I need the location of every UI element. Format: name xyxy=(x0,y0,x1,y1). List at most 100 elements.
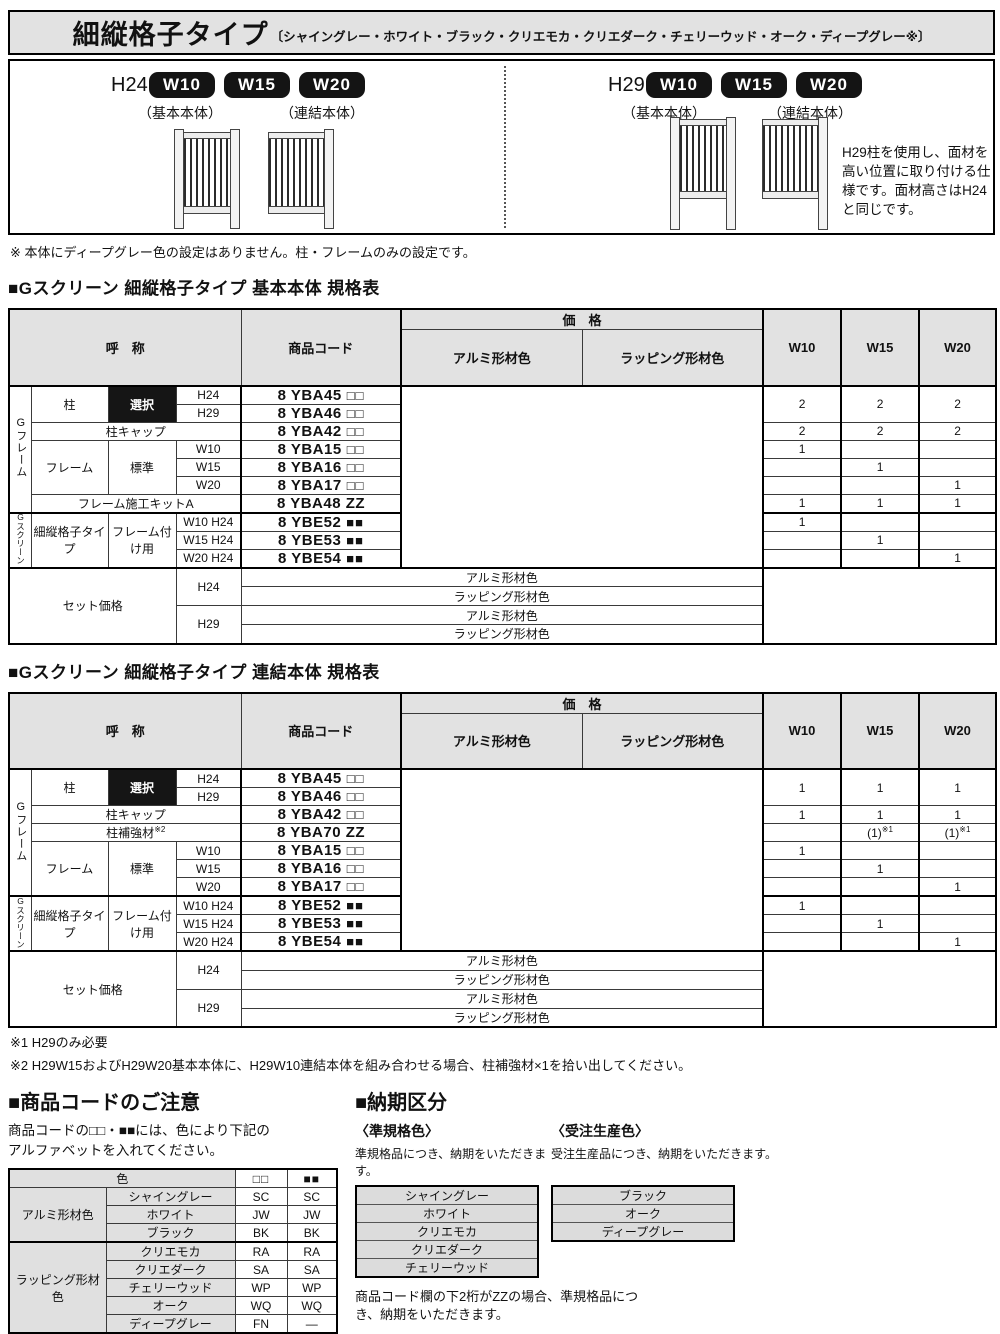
h24-w15-badge: W15 xyxy=(224,72,290,98)
cell-type: フレーム付け用 xyxy=(107,895,177,952)
group-label-gscreen: Gスクリーン xyxy=(8,511,32,568)
cell-code: 8 YBE52 ■■ xyxy=(240,511,402,532)
catalog-page: 細縦格子タイプ 〔シャイングレー・ホワイト・ブラック・クリエモカ・クリエダーク・… xyxy=(8,10,998,1334)
col-header-alumi: アルミ形材色 xyxy=(400,712,583,770)
cell-code: 8 YBE52 ■■ xyxy=(240,895,402,915)
linked-unit-spec-table: 呼 称 商品コード 価 格 W10 W15 W20 アルミ形材色 ラッピング形材… xyxy=(8,691,998,1028)
cell-code: 8 YBE53 ■■ xyxy=(240,914,402,933)
code-open: RA xyxy=(234,1241,288,1262)
h29-linked-unit-label: （連結本体） xyxy=(768,105,852,121)
code-filled: JW xyxy=(286,1205,338,1225)
set-price-h29: H29 xyxy=(175,605,242,644)
color-item: チェリーウッド xyxy=(355,1258,539,1278)
code-open: JW xyxy=(234,1205,288,1225)
group-label-gframe: Gフレーム xyxy=(8,384,32,513)
cell-code: 8 YBA15 □□ xyxy=(240,439,402,459)
cell-name: フレーム xyxy=(30,439,109,495)
color-item: ホワイト xyxy=(355,1204,539,1223)
cell-code: 8 YBA70 ZZ xyxy=(240,823,402,842)
price-area-blank xyxy=(400,768,764,952)
open-box-header: □□ xyxy=(234,1168,288,1189)
cell-qty-w15: 1 xyxy=(840,493,920,513)
set-price-blank xyxy=(762,566,997,644)
bottom-section: ■商品コードのご注意 商品コードの□□・■■には、色により下記の アルファベット… xyxy=(8,1086,995,1334)
code-filled: — xyxy=(286,1314,338,1334)
code-open: FN xyxy=(234,1314,288,1334)
fence-panel xyxy=(679,119,727,199)
cell-qty-w10: 1 xyxy=(762,493,842,513)
cell-size: H24 xyxy=(175,768,242,788)
color-col-header: 色 xyxy=(8,1168,236,1189)
cell-type: フレーム付け用 xyxy=(107,511,177,568)
semi-standard-label: 〈準規格色〉 xyxy=(355,1123,439,1139)
h24-w10-badge: W10 xyxy=(149,72,215,98)
col-header-wrap: ラッピング形材色 xyxy=(581,329,764,386)
set-price-h24: H24 xyxy=(175,950,242,990)
basic-unit-spec-table: 呼 称 商品コード 価 格 W10 W15 W20 アルミ形材色 ラッピング形材… xyxy=(8,308,998,645)
cell-qty-w15: 1 xyxy=(840,457,920,477)
col-header-w15: W15 xyxy=(840,692,920,770)
footnote-1: ※1 H29のみ必要 xyxy=(10,1035,108,1050)
col-header-name: 呼 称 xyxy=(8,308,242,386)
color-name: オーク xyxy=(105,1296,236,1316)
cell-qty-w10: 1 xyxy=(762,439,842,459)
cell-qty-w15: 1 xyxy=(840,805,920,824)
col-header-w10: W10 xyxy=(762,308,842,386)
code-filled: WP xyxy=(286,1278,338,1298)
cell-name: 細縦格子タイプ xyxy=(30,511,109,568)
cell-size: H24 xyxy=(175,384,242,405)
cell-name: 細縦格子タイプ xyxy=(30,895,109,952)
cell-qty-w20: 2 xyxy=(918,384,997,423)
cell-code: 8 YBA16 □□ xyxy=(240,859,402,878)
cell-name: 柱 xyxy=(30,768,109,806)
cell-type: 標準 xyxy=(107,841,177,897)
select-badge: 選択 xyxy=(107,384,177,423)
cell-qty-w10: 2 xyxy=(762,384,842,423)
color-item: オーク xyxy=(551,1204,735,1223)
code-open: BK xyxy=(234,1223,288,1243)
fence-post xyxy=(324,129,334,229)
color-name: シャイングレー xyxy=(105,1187,236,1207)
semi-standard-desc: 準規格品につき、納期をいただきます。 xyxy=(355,1147,547,1178)
h29-w10-badge: W10 xyxy=(646,72,712,98)
col-header-w20: W20 xyxy=(918,308,997,386)
cell-name: フレーム xyxy=(30,841,109,897)
cell-size: W10 xyxy=(175,439,242,459)
h29-basic-unit-label: （基本本体） xyxy=(622,105,706,121)
group-alumi: アルミ形材色 xyxy=(8,1187,107,1243)
cell-code: 8 YBA42 □□ xyxy=(240,421,402,441)
fence-illustration-h24-basic xyxy=(174,129,240,229)
code-filled: BK xyxy=(286,1223,338,1243)
code-open: SA xyxy=(234,1260,288,1280)
select-badge: 選択 xyxy=(107,768,177,806)
cell-code: 8 YBA15 □□ xyxy=(240,841,402,860)
h24-label: H24 xyxy=(111,74,148,96)
cell-qty-w20: 1 xyxy=(918,493,997,513)
cell-qty-w10: 1 xyxy=(762,768,842,806)
cell-size: W20 xyxy=(175,475,242,495)
cell-size: W15 H24 xyxy=(175,530,242,550)
group-wrap: ラッピング形材色 xyxy=(8,1241,107,1334)
set-price-alumi: アルミ形材色 xyxy=(240,605,764,625)
price-area-blank xyxy=(400,384,764,568)
set-price-alumi: アルミ形材色 xyxy=(240,950,764,971)
cell-qty-w10: 1 xyxy=(762,805,842,824)
cell-qty-w10: 1 xyxy=(762,511,842,532)
cell-qty-w10: 2 xyxy=(762,421,842,441)
page-title-bar: 細縦格子タイプ 〔シャイングレー・ホワイト・ブラック・クリエモカ・クリエダーク・… xyxy=(8,10,995,55)
color-item: ブラック xyxy=(551,1185,735,1205)
cell-code: 8 YBE54 ■■ xyxy=(240,548,402,568)
cell-code: 8 YBA45 □□ xyxy=(240,384,402,405)
fence-illustration-h29-linked xyxy=(762,117,828,230)
cell-size: W15 xyxy=(175,859,242,878)
cell-code: 8 YBA42 □□ xyxy=(240,805,402,824)
cell-code: 8 YBA46 □□ xyxy=(240,403,402,423)
fence-illustration-h24-linked xyxy=(268,129,334,229)
col-header-price: 価 格 xyxy=(400,308,764,330)
cell-qty-w15: 2 xyxy=(840,421,920,441)
cell-qty-w20: 2 xyxy=(918,421,997,441)
page-title: 細縦格子タイプ xyxy=(72,20,269,50)
cell-qty-w20: 1 xyxy=(918,548,997,568)
h29-w15-badge: W15 xyxy=(721,72,787,98)
code-open: WQ xyxy=(234,1296,288,1316)
